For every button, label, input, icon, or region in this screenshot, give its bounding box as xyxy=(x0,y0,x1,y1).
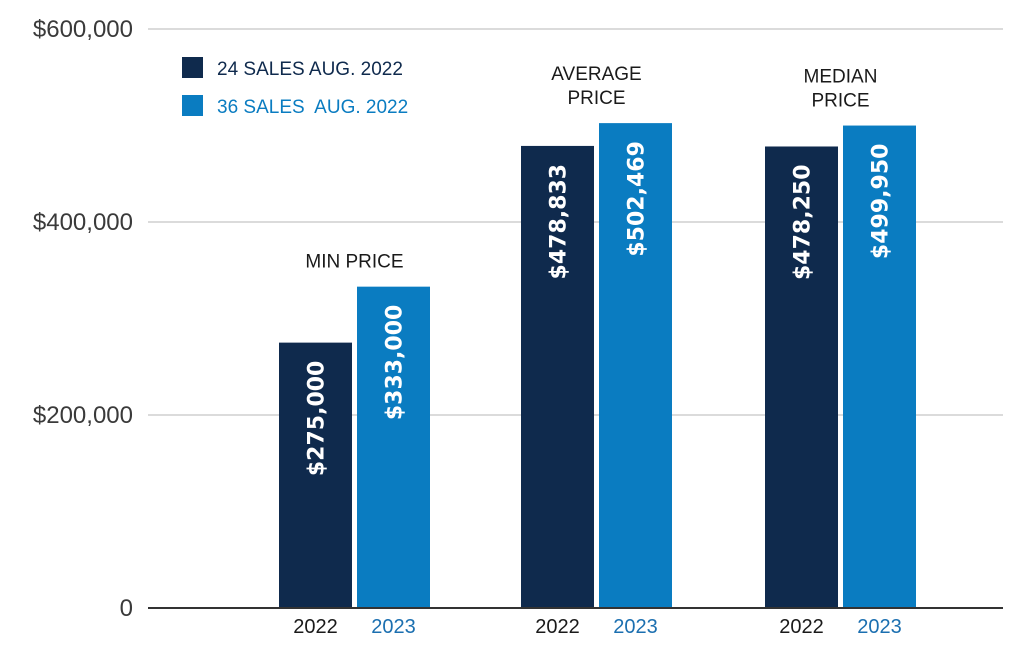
bar-value-label: $502,469 xyxy=(625,141,650,257)
y-tick-label: $200,000 xyxy=(33,402,133,429)
bar-2022 xyxy=(279,342,352,608)
x-tick-label: 2022 xyxy=(293,616,338,638)
x-tick-label: 2023 xyxy=(371,616,416,638)
x-axis-ticks: 2022 2023 2022 2023 2022 2023 xyxy=(293,616,902,638)
bar-value-label: $478,833 xyxy=(547,164,572,280)
group-label: AVERAGE xyxy=(551,64,641,85)
group-label: MEDIAN xyxy=(804,67,878,88)
legend-swatch-2022 xyxy=(182,57,203,78)
bar-2023 xyxy=(357,286,430,608)
x-tick-label: 2023 xyxy=(857,616,902,638)
bar-2023 xyxy=(843,125,916,608)
bar-value-label: $478,250 xyxy=(791,164,816,280)
x-tick-label: 2022 xyxy=(779,616,824,638)
group-labels: MIN PRICE AVERAGE PRICE MEDIAN PRICE xyxy=(305,64,877,273)
y-tick-label: $600,000 xyxy=(33,16,133,43)
bars: $275,000 $333,000 $478,833 $502,469 $478,250… xyxy=(279,123,916,608)
legend-swatch-2023 xyxy=(182,95,203,116)
legend-label-2023: 36 SALES AUG. 2022 xyxy=(217,97,408,118)
legend: 24 SALES AUG. 2022 36 SALES AUG. 2022 xyxy=(182,57,408,118)
y-tick-label: 0 xyxy=(120,595,133,622)
bar-value-label: $333,000 xyxy=(383,305,408,421)
bar-2022 xyxy=(765,146,838,608)
group-label: PRICE xyxy=(811,91,869,112)
y-tick-label: $400,000 xyxy=(33,209,133,236)
y-axis-ticks: 0 $200,000 $400,000 $600,000 xyxy=(33,16,133,622)
group-label: PRICE xyxy=(567,88,625,109)
legend-label-2022: 24 SALES AUG. 2022 xyxy=(217,59,403,80)
x-tick-label: 2022 xyxy=(535,616,580,638)
bar-2023 xyxy=(599,123,672,608)
bar-2022 xyxy=(521,145,594,608)
bar-value-label: $275,000 xyxy=(305,361,330,477)
bar-value-label: $499,950 xyxy=(869,144,894,260)
x-tick-label: 2023 xyxy=(613,616,658,638)
group-label: MIN PRICE xyxy=(305,252,403,273)
